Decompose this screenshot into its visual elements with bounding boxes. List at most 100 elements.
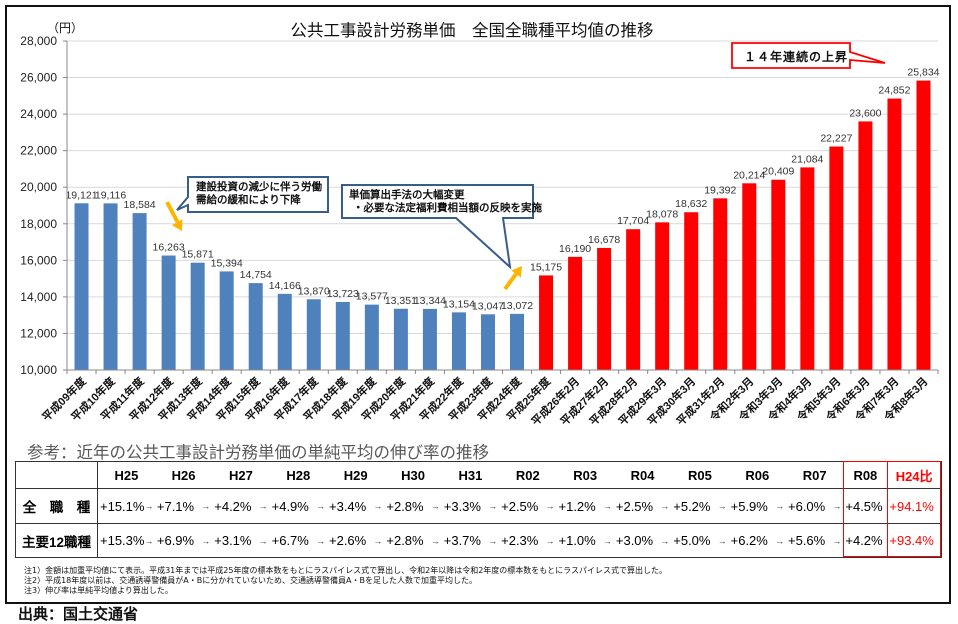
bar: [568, 256, 583, 370]
growth-rate: +2.6%: [329, 533, 367, 548]
arrow-right-icon: →: [488, 501, 498, 511]
growth-rate: +3.7%: [443, 533, 481, 548]
data-label: 24,852: [878, 85, 910, 97]
arrow-right-icon: →: [717, 501, 727, 511]
growth-rate: +4.2%: [843, 523, 888, 558]
growth-rate: +5.6%: [788, 533, 826, 548]
y-tick-label: 10,000: [20, 363, 57, 377]
row-label: 主要12職種: [15, 523, 98, 558]
bar: [858, 121, 873, 370]
footnote: 注1）金額は加重平均値にて表示。平成31年までは平成25年度の標本数をもとにラス…: [24, 566, 667, 575]
growth-rate-h24-ratio: +93.4%: [887, 523, 942, 558]
column-header: R02: [499, 461, 557, 489]
column-header: H28: [269, 461, 327, 489]
data-label: 18,584: [124, 199, 156, 211]
y-tick-label: 20,000: [20, 180, 57, 194]
arrow-right-icon: →: [832, 501, 842, 511]
bar: [684, 212, 699, 370]
growth-rate: +2.5%: [615, 498, 654, 514]
data-label: 20,214: [733, 169, 765, 181]
arrow-right-icon: →: [201, 501, 211, 511]
growth-rate: +3.0%: [615, 533, 654, 548]
data-label: 14,754: [240, 269, 272, 281]
growth-rate: +5.2%: [673, 498, 711, 514]
bar: [277, 293, 292, 370]
growth-rate: +1.0%: [558, 533, 596, 548]
data-label: 19,121: [65, 189, 97, 201]
arrow-right-icon: →: [201, 535, 211, 546]
x-axis-labels: 平成09年度平成10年度平成11年度平成12年度平成13年度平成14年度平成15…: [39, 374, 931, 429]
data-label: 13,577: [356, 291, 388, 303]
data-label: 13,154: [443, 298, 475, 310]
y-axis-unit-label: （円）: [47, 21, 84, 35]
callout-line: 需給の緩和により下降: [196, 194, 301, 206]
growth-rate: +2.3%: [501, 533, 539, 548]
growth-rate: +3.3%: [443, 498, 481, 514]
bar: [713, 198, 728, 370]
bar: [393, 308, 408, 370]
data-label: 23,600: [849, 107, 881, 119]
column-header: H29: [327, 461, 385, 489]
callout-rise-text: １４年連続の上昇: [744, 50, 849, 64]
arrow-right-icon: →: [602, 535, 612, 546]
callout-line: 建設投資の減少に伴う労働: [196, 181, 322, 193]
gridlines: [67, 40, 938, 334]
table-caption: 参考：近年の公共工事設計労務単価の単純平均の伸び率の推移: [27, 443, 489, 462]
column-header: R06: [728, 461, 786, 489]
arrow-right-icon: →: [144, 501, 154, 511]
arrow-right-icon: →: [430, 535, 440, 546]
growth-rate: +2.8%: [386, 533, 424, 548]
growth-rate: +3.1%: [214, 533, 252, 548]
data-label: 15,175: [530, 261, 562, 273]
table-row: 主要12職種 +15.3% → +6.9% → +3.1% → +6.7% → +2.6…: [15, 523, 942, 558]
footnote: 注3）伸び率は単純平均値より算出した。: [24, 586, 173, 595]
data-label: 14,166: [269, 280, 301, 292]
bar: [248, 283, 263, 370]
growth-rate: +5.0%: [673, 533, 711, 548]
arrow-right-icon: →: [373, 535, 383, 546]
data-label: 13,344: [414, 295, 446, 307]
arrow-right-icon: →: [258, 535, 268, 546]
y-tick-label: 14,000: [20, 290, 57, 304]
arrow-right-icon: →: [660, 501, 670, 511]
bar: [161, 255, 176, 370]
bar: [306, 299, 321, 370]
arrow-right-icon: →: [258, 501, 268, 511]
data-label: 18,078: [646, 208, 678, 220]
data-label: 16,263: [153, 242, 185, 254]
data-label: 16,190: [559, 243, 591, 255]
bar: [132, 213, 147, 370]
y-tick-label: 28,000: [20, 34, 57, 48]
growth-rate: +2.5%: [501, 498, 539, 514]
bar: [103, 203, 118, 370]
callout-method-change: [341, 184, 534, 270]
arrow-down-icon: [165, 201, 183, 231]
bar: [335, 301, 350, 370]
footnotes: 注1）金額は加重平均値にて表示。平成31年までは平成25年度の標本数をもとにラス…: [24, 566, 667, 596]
bar: [480, 314, 495, 370]
bar: [364, 304, 379, 370]
bar: [655, 222, 670, 370]
growth-rate: +6.0%: [788, 498, 826, 514]
arrow-right-icon: →: [717, 535, 727, 546]
growth-rate: +6.9%: [156, 533, 195, 548]
row-label: 全 職 種: [15, 488, 98, 524]
data-label: 22,227: [820, 133, 852, 145]
bar: [829, 146, 844, 370]
arrow-right-icon: →: [545, 501, 555, 511]
column-header-h24-ratio: H24比: [887, 461, 942, 489]
growth-rate: +6.7%: [271, 533, 309, 548]
bar: [771, 179, 786, 370]
column-header: H31: [441, 461, 500, 489]
source-credit: 出典：国土交通省: [18, 605, 139, 623]
growth-rate: +5.9%: [730, 498, 768, 514]
column-header: H30: [384, 461, 442, 489]
data-label: 21,084: [791, 153, 823, 165]
arrow-right-icon: →: [316, 535, 325, 546]
chart-title: 公共工事設計労務単価 全国全職種平均値の推移: [290, 21, 654, 40]
arrow-right-icon: →: [373, 501, 383, 511]
callout-rise: [731, 42, 886, 69]
table-row: 全 職 種 +15.1% → +7.1% → +4.2% → +4.9% → +3.4%…: [15, 488, 942, 524]
